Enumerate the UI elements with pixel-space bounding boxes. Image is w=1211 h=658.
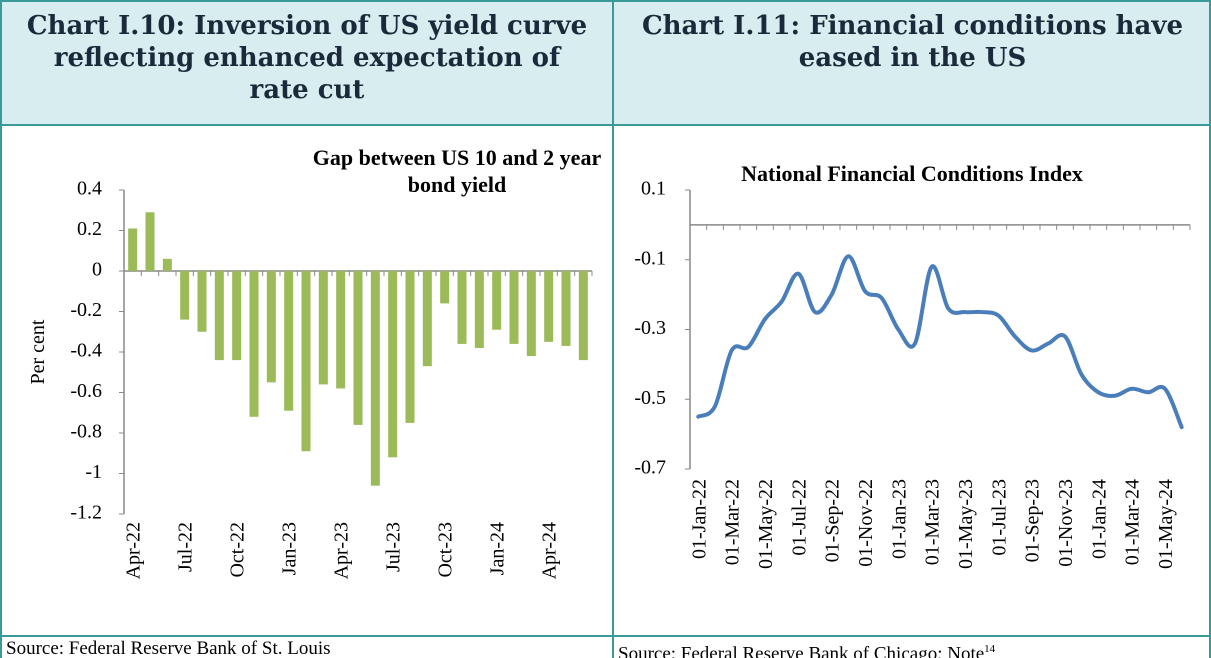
bar [197, 271, 207, 332]
y-tick-label: -0.1 [634, 247, 666, 269]
x-tick-label: 01-Jul-23 [988, 479, 1010, 556]
y-tick-label: -0.5 [634, 387, 666, 409]
y-tick-label: -0.3 [634, 317, 666, 339]
x-tick-label: Oct-23 [435, 522, 457, 578]
bar [214, 271, 224, 361]
bar [301, 271, 311, 452]
bar [526, 271, 536, 357]
x-tick-label: 01-May-23 [955, 479, 977, 569]
chart: 0.4 0.2 0 -0.2 -0.4 -0.6 -0.8 -1 -1.2 Apr-22 Jul-2… [27, 178, 593, 579]
bar [422, 271, 432, 367]
y-tick-label: 0.2 [77, 218, 102, 240]
bar [405, 271, 415, 423]
x-tick-label: Oct-22 [227, 522, 249, 578]
x-tick-label: Jan-23 [279, 522, 301, 575]
source: Source: Federal Reserve Bank of St. Loui… [2, 635, 612, 658]
y-tick-label: -0.2 [70, 299, 102, 321]
chart-title: National Financial Conditions Index [741, 161, 1083, 186]
x-tick-label: Apr-24 [539, 522, 561, 579]
x-tick-label: 01-Jan-24 [1088, 479, 1110, 559]
bar [492, 271, 502, 330]
x-tick-label: Apr-23 [331, 522, 353, 579]
y-tick-label: 0.1 [641, 178, 666, 200]
x-tick-label: 01-May-24 [1155, 479, 1177, 569]
y-tick-label: -1 [85, 461, 102, 483]
note-ref: 14 [984, 643, 996, 655]
bar [266, 271, 276, 383]
x-tick-label: Jul-23 [383, 522, 405, 572]
bar [162, 258, 172, 271]
x-tick-label: 01-Nov-22 [855, 479, 877, 567]
x-tick-label: 01-Mar-22 [722, 479, 744, 565]
bar [232, 271, 242, 361]
x-tick-label: 01-Jul-22 [788, 479, 810, 556]
y-tick-label: -0.8 [70, 421, 102, 443]
y-tick-label: -0.4 [70, 340, 102, 362]
bar [128, 228, 138, 271]
y-tick-label: 0.4 [77, 178, 102, 200]
x-tick-label: 01-May-22 [755, 479, 777, 569]
bar [370, 271, 380, 486]
bar [544, 271, 554, 342]
x-tick-label: 01-Sep-22 [822, 479, 844, 562]
bar [561, 271, 571, 346]
y-tick-label: -0.7 [634, 457, 666, 479]
source-text: Source: Federal Reserve Bank of Chicago;… [618, 643, 985, 658]
x-tick-label: Jan-24 [487, 522, 509, 575]
bar [318, 271, 328, 385]
x-tick-label: 01-Nov-23 [1055, 479, 1077, 567]
x-tick-label: 01-Mar-23 [922, 479, 944, 565]
bar [145, 212, 155, 271]
x-tick-label: 01-Mar-24 [1122, 479, 1144, 565]
bar [509, 271, 519, 344]
bar [457, 271, 467, 344]
bar [578, 271, 588, 361]
y-axis-label: Per cent [27, 319, 49, 384]
source: Source: Federal Reserve Bank of Chicago;… [614, 635, 1209, 658]
x-tick-label: Jul-22 [175, 522, 197, 572]
line [696, 254, 1184, 430]
y-tick-label: 0 [92, 259, 102, 281]
chart: 0.1 -0.1 -0.3 -0.5 -0.7 01-Jan-22 01-Mar-22 01-… [634, 178, 1191, 569]
x-tick-label: 01-Sep-23 [1022, 479, 1044, 562]
y-tick-label: -1.2 [70, 502, 102, 524]
bar [249, 271, 259, 417]
x-tick-label: 01-Jan-23 [888, 479, 910, 559]
chart-header: Chart I.10: Inversion of US yield curve … [2, 2, 612, 126]
chart-title: Gap between US 10 and 2 year bond yield [312, 145, 602, 197]
bar [388, 271, 398, 458]
bar [440, 271, 450, 304]
bar [336, 271, 346, 389]
bar [353, 271, 363, 425]
x-tick-label: 01-Jan-22 [688, 479, 710, 559]
chart-header: Chart I.11: Financial conditions have ea… [614, 2, 1209, 126]
y-tick-label: -0.6 [70, 380, 102, 402]
bar [180, 271, 190, 320]
x-tick-label: Apr-22 [123, 522, 145, 579]
divider [612, 2, 614, 658]
bar [474, 271, 484, 348]
bar [284, 271, 294, 411]
